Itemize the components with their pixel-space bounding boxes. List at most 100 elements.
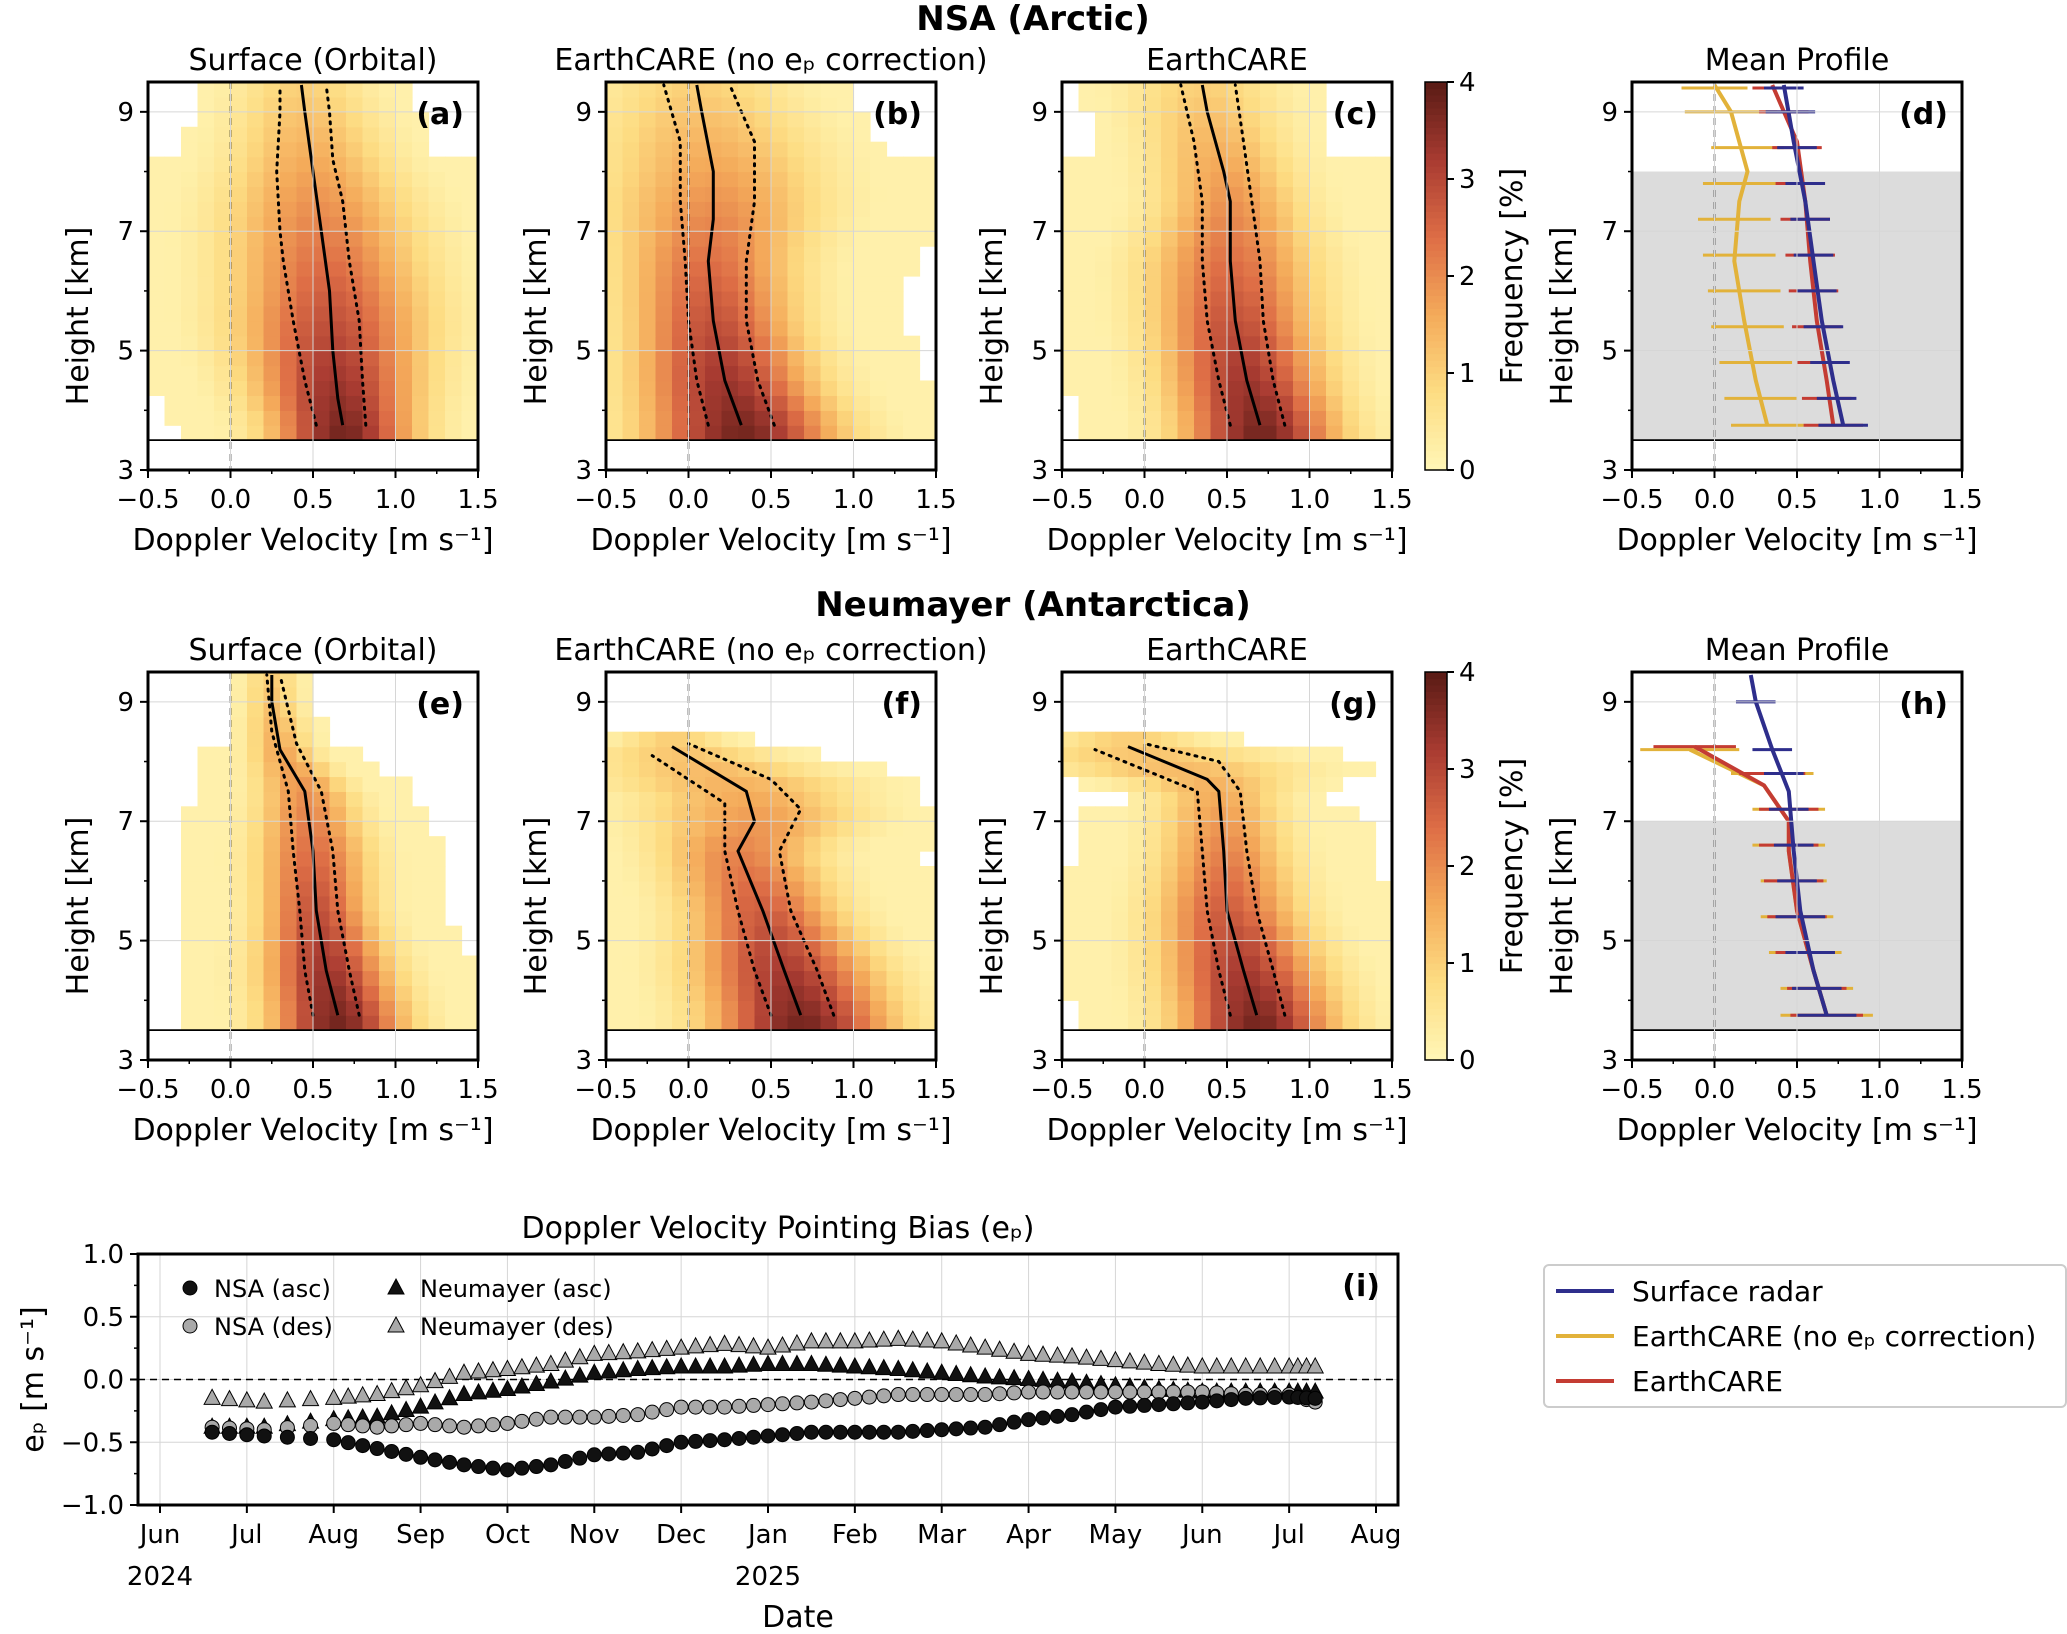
bias-month-label: Jun — [138, 1520, 181, 1550]
heat-cell — [1342, 895, 1360, 912]
heat-cell — [787, 111, 805, 128]
colorbar-segment — [1425, 321, 1447, 329]
heat-cell — [197, 940, 215, 957]
heat-cell — [197, 970, 215, 986]
heat-cell — [688, 156, 706, 173]
bias-letter: (i) — [1342, 1269, 1380, 1304]
heat-cell — [606, 866, 624, 882]
heat-cell — [1342, 1000, 1360, 1016]
heat-cell — [1326, 171, 1344, 188]
bias-point-neu_des — [1077, 1348, 1096, 1365]
heat-cell — [230, 925, 248, 942]
heat-cell — [379, 111, 397, 128]
heat-cell — [280, 955, 298, 972]
heat-cell — [622, 350, 640, 367]
heat-cell — [181, 290, 199, 307]
heat-cell — [837, 1015, 855, 1031]
heat-cell — [395, 791, 413, 807]
heat-cell — [853, 141, 871, 158]
heat-cell — [214, 1015, 232, 1031]
heat-cell — [919, 910, 937, 927]
heat-cell — [886, 156, 904, 173]
bias-point-neu_des — [715, 1334, 734, 1351]
heat-cell — [329, 1015, 347, 1031]
heat-cell — [197, 216, 215, 232]
heat-cell — [639, 806, 657, 822]
heat-cell — [1177, 246, 1195, 262]
heat-cell — [1276, 261, 1294, 277]
heat-cell — [1227, 126, 1245, 143]
heat-cell — [688, 246, 706, 262]
heat-cell — [1293, 410, 1311, 426]
bias-point-nsa_des — [934, 1387, 950, 1403]
heat-cell — [1326, 305, 1344, 322]
colorbar-segment — [1425, 846, 1447, 854]
heat-cell — [230, 851, 248, 867]
heat-cell — [1128, 171, 1146, 188]
heat-cell — [1161, 970, 1179, 986]
heat-cell — [820, 925, 838, 942]
heat-cell — [1177, 410, 1195, 426]
colorbar-segment — [1425, 988, 1447, 996]
heat-cell — [820, 985, 838, 1001]
bias-point-neu_des — [426, 1371, 444, 1389]
heat-cell — [688, 171, 706, 188]
heat-cell — [1243, 276, 1261, 292]
bias-month-label: Nov — [569, 1520, 620, 1550]
heat-cell — [1260, 82, 1278, 98]
heat-cell — [428, 171, 446, 188]
y-axis-label: Height [km] — [519, 227, 554, 406]
heat-cell — [622, 365, 640, 382]
heat-cell — [622, 290, 640, 307]
bias-legend-label: Neumayer (des) — [420, 1313, 614, 1341]
heat-cell — [1375, 910, 1393, 927]
heat-cell — [820, 1015, 838, 1031]
heat-cell — [164, 320, 182, 337]
panel-letter: (a) — [416, 97, 464, 132]
colorbar-segment — [1425, 756, 1447, 764]
heat-cell — [870, 141, 888, 158]
heat-cell — [771, 761, 789, 778]
heat-cell — [1309, 96, 1327, 113]
heat-cell — [461, 171, 479, 188]
heat-cell — [886, 350, 904, 367]
heat-cell — [395, 350, 413, 367]
heat-cell — [672, 940, 690, 957]
heat-cell — [1194, 365, 1212, 382]
heat-cell — [771, 335, 789, 352]
heat-cell — [280, 716, 298, 733]
heat-cell — [1375, 1000, 1393, 1016]
heat-cell — [820, 290, 838, 307]
heat-cell — [346, 425, 364, 441]
heat-cell — [1095, 96, 1113, 113]
x-axis-label: Doppler Velocity [m s⁻¹] — [1046, 523, 1407, 558]
heat-cell — [263, 851, 281, 867]
bias-point-nsa_des — [499, 1415, 515, 1431]
heat-cell — [820, 246, 838, 262]
heat-cell — [919, 201, 937, 217]
heat-cell — [280, 261, 298, 277]
heat-cell — [672, 216, 690, 232]
heat-cell — [362, 201, 380, 217]
heat-cell — [622, 910, 640, 927]
colorbar-segment — [1425, 450, 1447, 458]
heat-cell — [362, 425, 380, 441]
heat-cell — [428, 380, 446, 396]
heat-cell — [164, 365, 182, 382]
bias-point-neu_asc — [1034, 1370, 1052, 1387]
bias-point-nsa_asc — [221, 1425, 237, 1441]
heat-cell — [886, 806, 904, 822]
heat-cell — [1227, 746, 1245, 763]
heat-cell — [820, 395, 838, 411]
heat-cell — [346, 791, 364, 807]
heat-cell — [1309, 276, 1327, 292]
heat-cell — [280, 925, 298, 942]
heat-cell — [1260, 425, 1278, 441]
heat-cell — [1095, 851, 1113, 867]
heat-cell — [886, 380, 904, 396]
heat-cell — [214, 880, 232, 897]
colorbar-segment — [1425, 127, 1447, 135]
heat-cell — [346, 821, 364, 837]
heat-cell — [870, 970, 888, 986]
heat-cell — [148, 305, 166, 322]
